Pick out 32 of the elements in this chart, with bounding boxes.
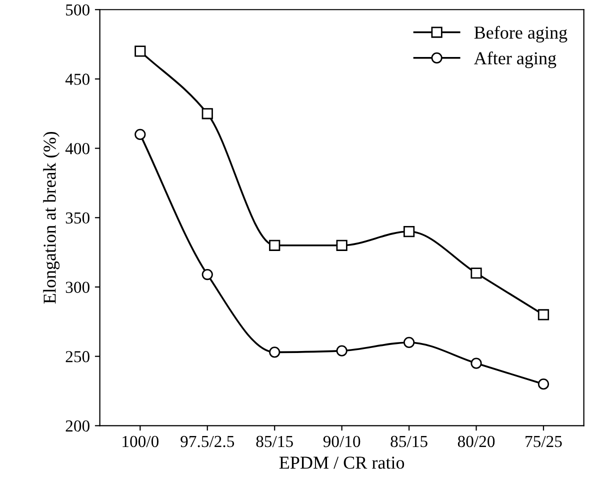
y-tick-label: 300 bbox=[66, 282, 90, 293]
point bbox=[202, 268, 213, 280]
point bbox=[403, 226, 415, 238]
point bbox=[336, 345, 348, 356]
x-tick-label: 100/0 bbox=[122, 436, 159, 448]
y-tick-label: 500 bbox=[66, 4, 90, 16]
y-tick-label: 450 bbox=[65, 74, 90, 85]
point bbox=[538, 378, 550, 390]
point bbox=[538, 309, 550, 320]
x-tick-label: 90/10 bbox=[323, 436, 360, 448]
y-tick-label: 250 bbox=[66, 351, 90, 362]
point bbox=[134, 128, 146, 140]
point bbox=[134, 46, 146, 57]
point bbox=[470, 358, 482, 369]
point bbox=[336, 240, 348, 251]
x-tick-label: 85/15 bbox=[390, 436, 428, 448]
point bbox=[403, 336, 415, 348]
x-tick-label: 85/15 bbox=[256, 436, 293, 448]
point bbox=[202, 108, 213, 120]
y-tick-label: 350 bbox=[66, 212, 90, 224]
y-tick-label: 400 bbox=[65, 143, 90, 154]
point bbox=[470, 268, 482, 279]
x-tick-label: 97.5/2.5 bbox=[180, 436, 234, 448]
x-tick-label: 80/20 bbox=[458, 436, 495, 448]
y-tick-label: 200 bbox=[66, 420, 90, 432]
point bbox=[269, 346, 280, 358]
legend-label: Before aging bbox=[474, 26, 568, 42]
y-axis-title: Elongation at break (%) bbox=[43, 132, 60, 304]
legend-label: After aging bbox=[474, 52, 556, 68]
x-axis-title: EPDM / CR ratio bbox=[279, 456, 404, 469]
x-tick-label: 75/25 bbox=[526, 436, 562, 448]
point bbox=[269, 240, 280, 251]
